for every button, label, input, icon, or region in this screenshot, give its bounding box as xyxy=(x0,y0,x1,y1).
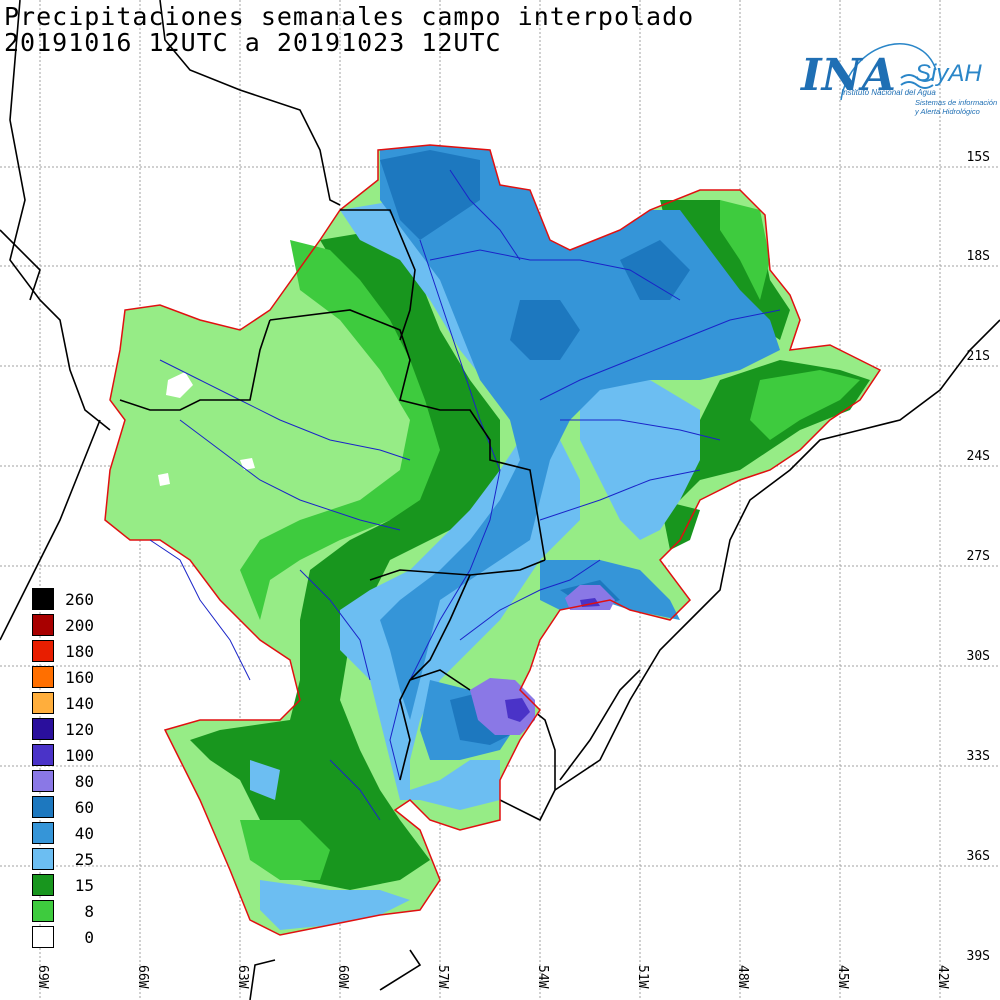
lat-label: 24S xyxy=(966,449,990,464)
legend-swatch xyxy=(32,926,54,948)
legend-label: 140 xyxy=(65,694,94,713)
lon-label: 42W xyxy=(935,965,950,989)
lon-label: 51W xyxy=(635,965,650,989)
logo-alert-text: y Alerta Hidrológico xyxy=(915,107,980,116)
logo-swoosh-icon xyxy=(840,43,937,101)
legend-swatch xyxy=(32,640,54,662)
legend-swatch xyxy=(32,666,54,688)
lon-label: 66W xyxy=(135,965,150,989)
lat-label: 21S xyxy=(966,349,990,364)
logo-sub-text: SiyAH xyxy=(915,60,982,87)
legend-label: 200 xyxy=(65,616,94,635)
map-title-line1: Precipitaciones semanales campo interpol… xyxy=(4,2,695,31)
legend-label: 8 xyxy=(84,902,94,921)
legend-label: 100 xyxy=(65,746,94,765)
legend-label: 180 xyxy=(65,642,94,661)
legend-label: 160 xyxy=(65,668,94,687)
lon-label: 69W xyxy=(35,965,50,989)
logo-main-text: INA xyxy=(801,50,896,101)
lon-label: 60W xyxy=(335,965,350,989)
lon-label: 45W xyxy=(835,965,850,989)
lon-label: 63W xyxy=(235,965,250,989)
legend-label: 25 xyxy=(74,850,94,869)
legend-label: 80 xyxy=(74,772,94,791)
lon-label: 57W xyxy=(435,965,450,989)
rivers xyxy=(149,169,781,821)
zone-8mm xyxy=(240,200,860,880)
legend-swatch xyxy=(32,874,54,896)
legend-label: 40 xyxy=(74,824,94,843)
basin-border xyxy=(104,144,882,936)
legend-label: 120 xyxy=(65,720,94,739)
internal-borders xyxy=(119,209,546,781)
legend-swatch xyxy=(32,822,54,844)
legend-swatch xyxy=(32,744,54,766)
lat-label: 15S xyxy=(966,150,990,165)
zone-0mm xyxy=(158,372,255,486)
legend-swatch xyxy=(32,614,54,636)
legend-swatch xyxy=(32,692,54,714)
legend-swatch xyxy=(32,770,54,792)
legend-label: 260 xyxy=(65,590,94,609)
lat-label: 33S xyxy=(966,749,990,764)
legend-label: 15 xyxy=(74,876,94,895)
lon-label: 54W xyxy=(535,965,550,989)
legend-swatch xyxy=(32,848,54,870)
logo-institute-text: Instituto Nacional del Agua xyxy=(841,88,936,97)
legend-swatch xyxy=(32,796,54,818)
lat-label: 36S xyxy=(966,849,990,864)
lat-label: 39S xyxy=(966,949,990,964)
lon-label: 48W xyxy=(735,965,750,989)
legend-swatch xyxy=(32,718,54,740)
legend-label: 60 xyxy=(74,798,94,817)
lat-label: 27S xyxy=(966,549,990,564)
ina-siyah-logo: INA SiyAH Instituto Nacional del Agua Si… xyxy=(795,30,998,130)
legend-label: 0 xyxy=(84,928,94,947)
legend-swatch xyxy=(32,900,54,922)
logo-system-text: Sistemas de información xyxy=(915,98,998,107)
lat-label: 18S xyxy=(966,249,990,264)
map-title-line2: 20191016 12UTC a 20191023 12UTC xyxy=(4,28,502,57)
legend-swatch xyxy=(32,588,54,610)
lat-label: 30S xyxy=(966,649,990,664)
